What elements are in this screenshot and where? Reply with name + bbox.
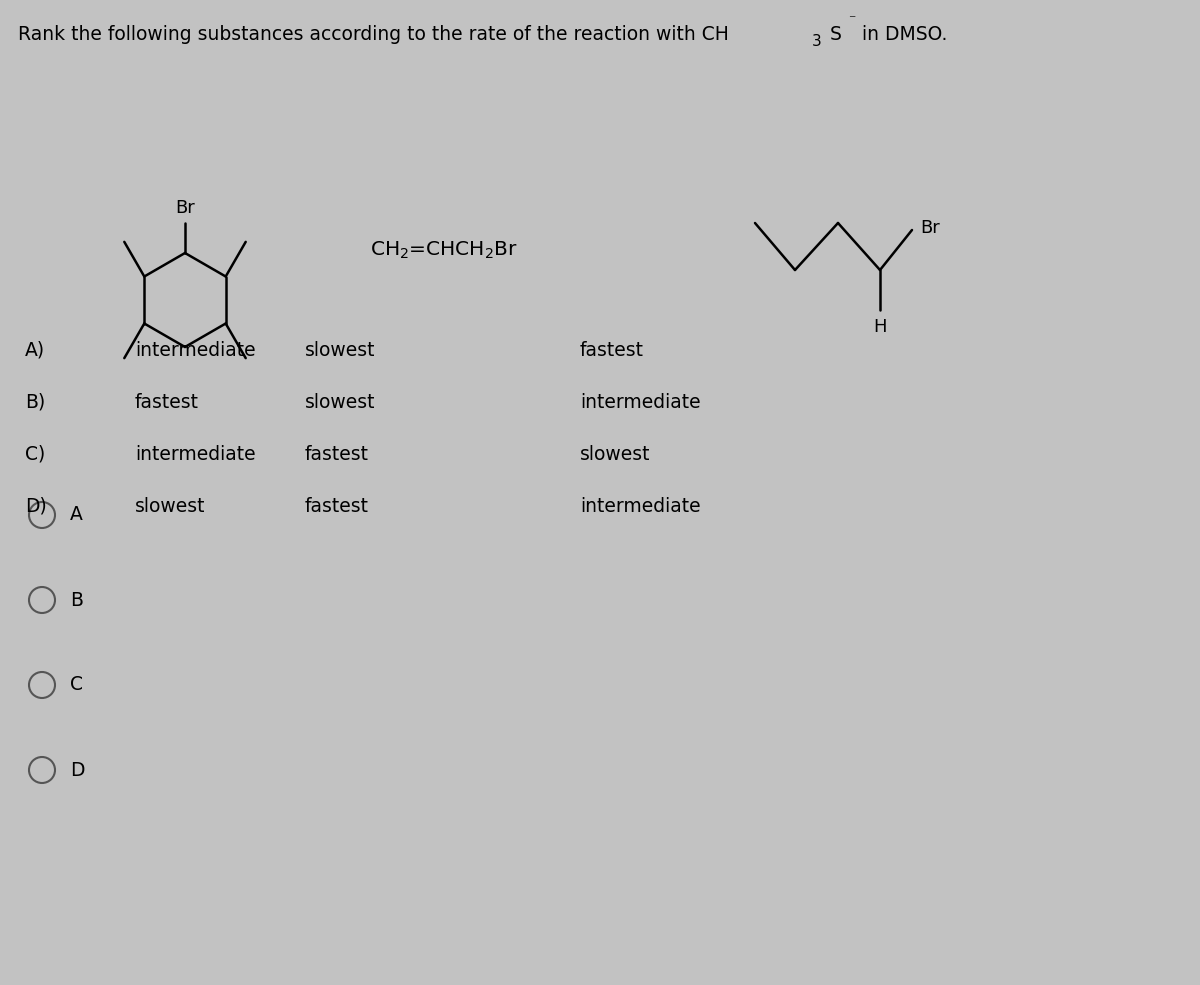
Text: B): B) xyxy=(25,392,46,412)
Text: slowest: slowest xyxy=(305,341,376,360)
Text: D: D xyxy=(70,760,84,779)
Text: C): C) xyxy=(25,444,46,464)
Text: Br: Br xyxy=(920,219,940,237)
Text: fastest: fastest xyxy=(580,341,644,360)
Text: fastest: fastest xyxy=(305,496,370,515)
Text: CH$_2$=CHCH$_2$Br: CH$_2$=CHCH$_2$Br xyxy=(370,239,518,261)
Text: in DMSO.: in DMSO. xyxy=(856,26,947,44)
Text: D): D) xyxy=(25,496,47,515)
Text: 3: 3 xyxy=(812,33,822,48)
Text: fastest: fastest xyxy=(305,444,370,464)
Text: S: S xyxy=(830,26,842,44)
Text: fastest: fastest xyxy=(134,392,199,412)
Text: A: A xyxy=(70,505,83,524)
Text: slowest: slowest xyxy=(305,392,376,412)
Text: B: B xyxy=(70,590,83,610)
Text: A): A) xyxy=(25,341,46,360)
Text: ⁻: ⁻ xyxy=(848,13,856,27)
Text: Rank the following substances according to the rate of the reaction with CH: Rank the following substances according … xyxy=(18,26,728,44)
Text: slowest: slowest xyxy=(134,496,205,515)
Text: intermediate: intermediate xyxy=(134,444,256,464)
Text: intermediate: intermediate xyxy=(580,496,701,515)
Text: intermediate: intermediate xyxy=(580,392,701,412)
Text: slowest: slowest xyxy=(580,444,650,464)
Text: H: H xyxy=(874,318,887,336)
Text: C: C xyxy=(70,676,83,694)
Text: Br: Br xyxy=(175,199,194,217)
Text: intermediate: intermediate xyxy=(134,341,256,360)
